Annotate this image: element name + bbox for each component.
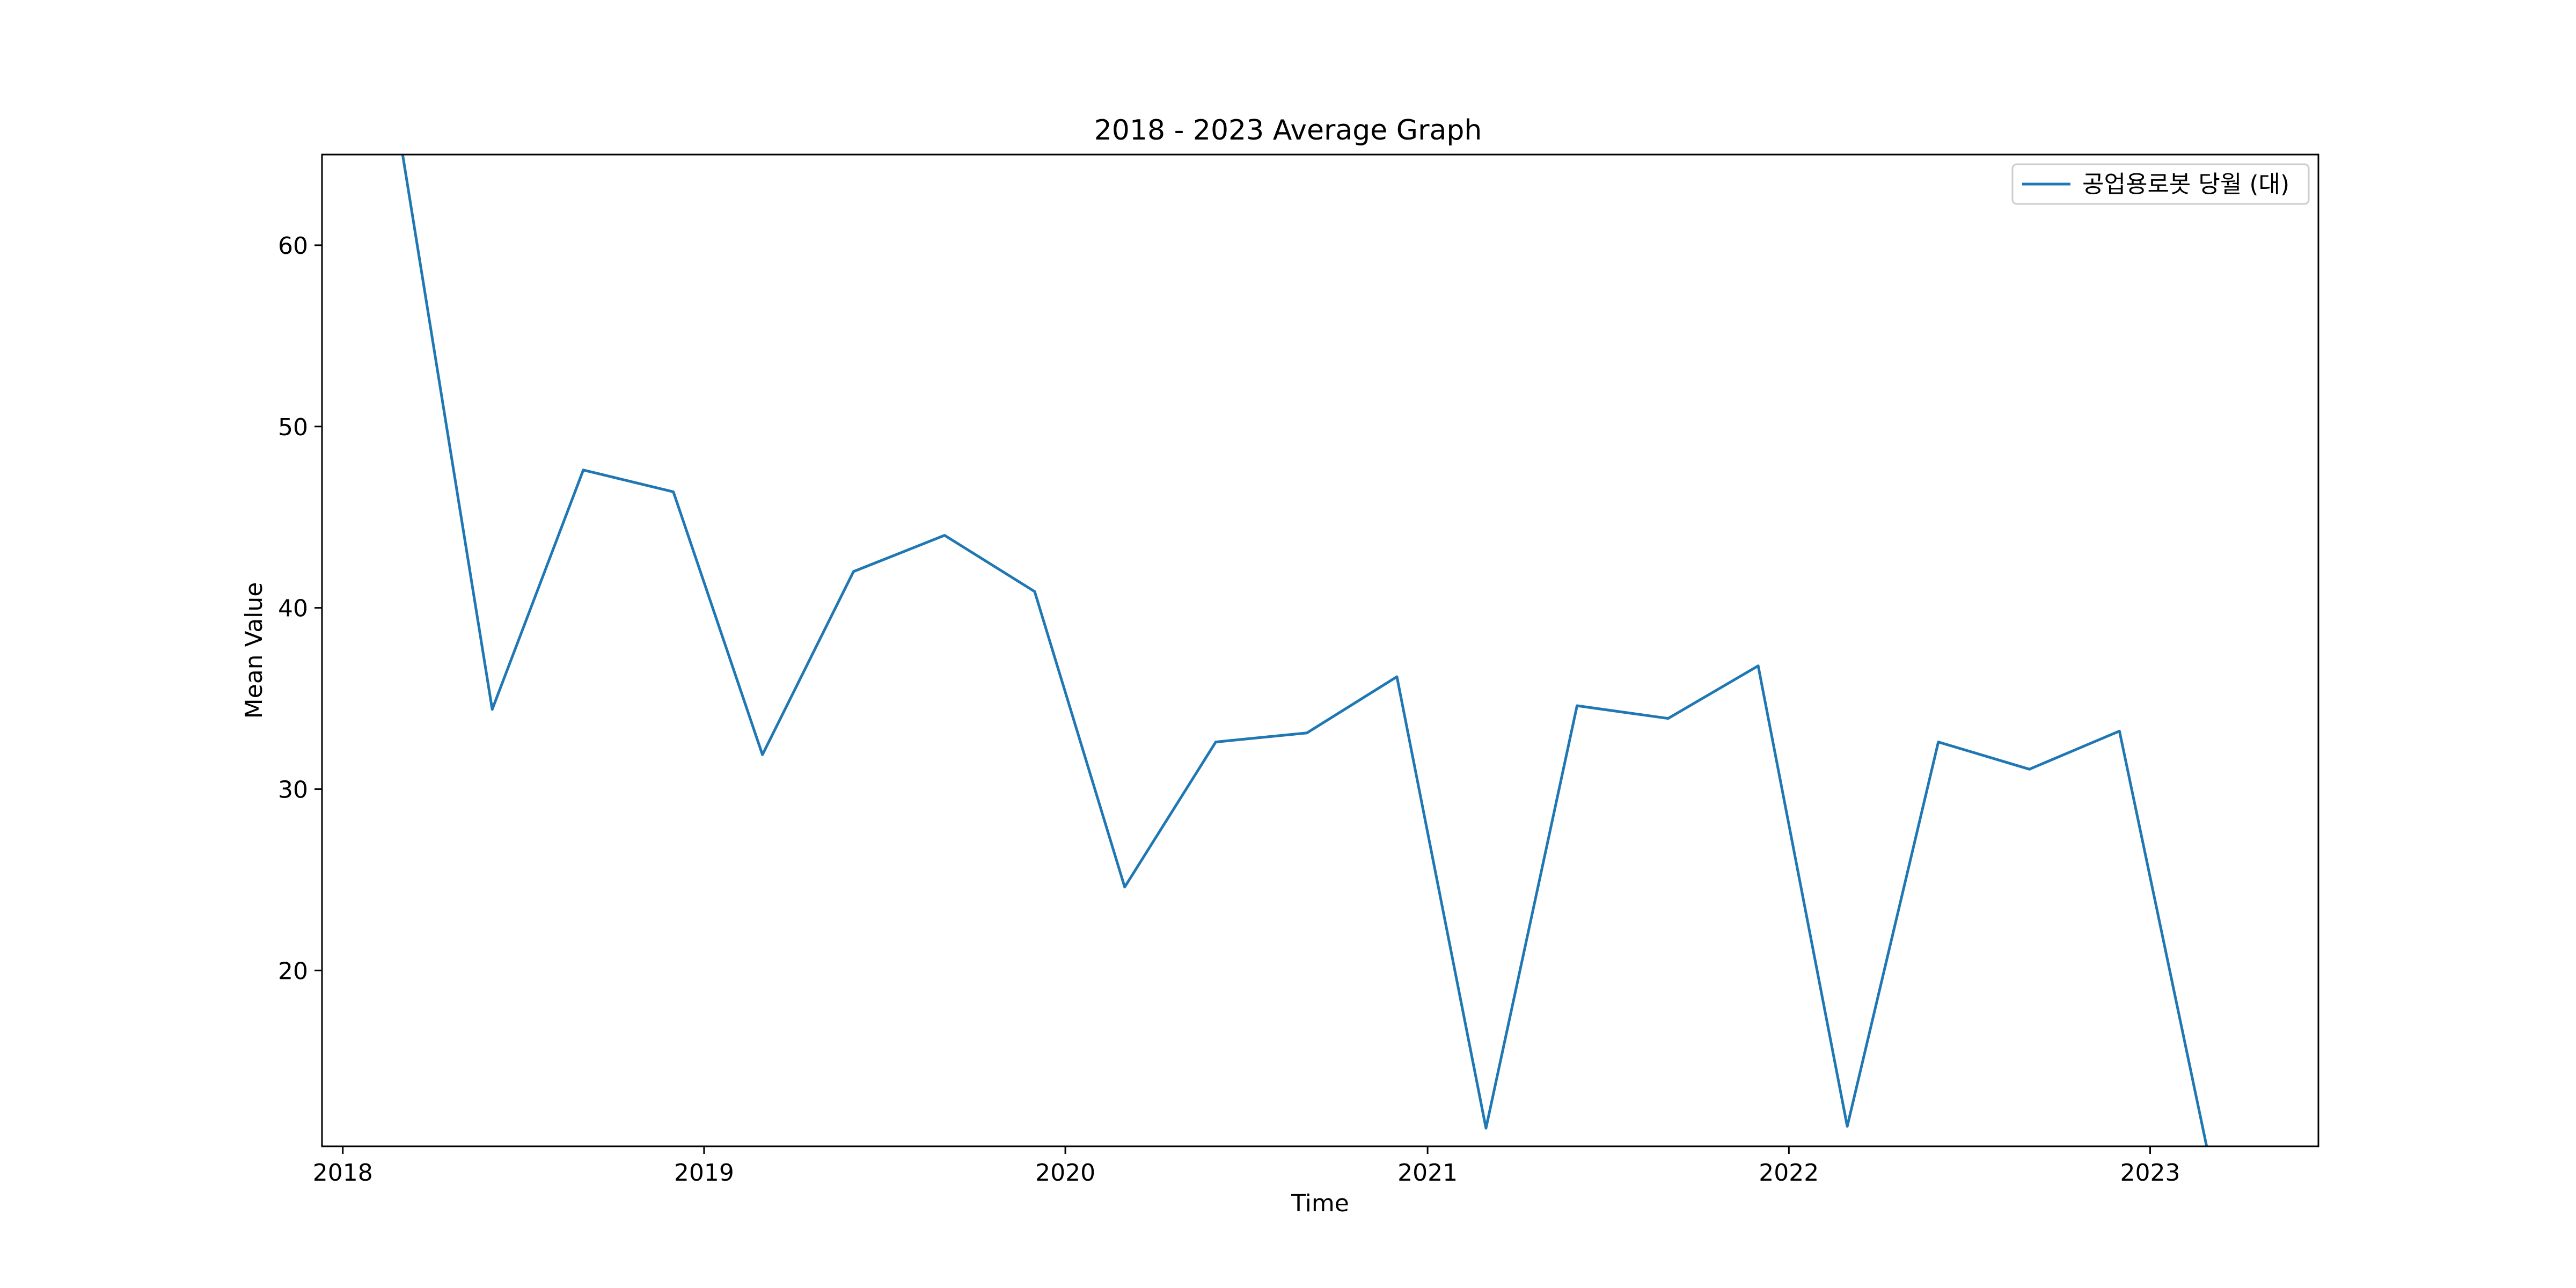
legend-label: 공업용로봇 당월 (대) (2082, 171, 2289, 198)
series-line-0 (401, 155, 2208, 1146)
x-axis-label: Time (1291, 1190, 1349, 1217)
chart-title: 2018 - 2023 Average Graph (1094, 114, 1482, 147)
y-tick-label: 50 (278, 414, 308, 441)
y-tick-label: 30 (278, 776, 308, 803)
x-tick-label: 2020 (1035, 1159, 1095, 1187)
x-tick-label: 2022 (1759, 1159, 1819, 1187)
legend-box (2011, 163, 2310, 205)
x-tick-label: 2018 (313, 1159, 373, 1187)
plot-frame (321, 153, 2319, 1147)
y-axis-label: Mean Value (240, 582, 268, 719)
legend: 공업용로봇 당월 (대) (2011, 163, 2310, 205)
y-tick-label: 20 (278, 957, 308, 985)
series-layer (401, 155, 2208, 1146)
y-tick-label: 40 (278, 595, 308, 623)
x-tick-label: 2023 (2120, 1159, 2180, 1187)
x-tick-label: 2019 (674, 1159, 734, 1187)
plot-area (322, 155, 2318, 1146)
y-tick-label: 60 (278, 232, 308, 260)
y-axis: 20 30 40 50 60 (278, 232, 322, 985)
x-axis: 2018 2019 2020 2021 2022 2023 (313, 1146, 2180, 1187)
x-tick-label: 2021 (1397, 1159, 1458, 1187)
